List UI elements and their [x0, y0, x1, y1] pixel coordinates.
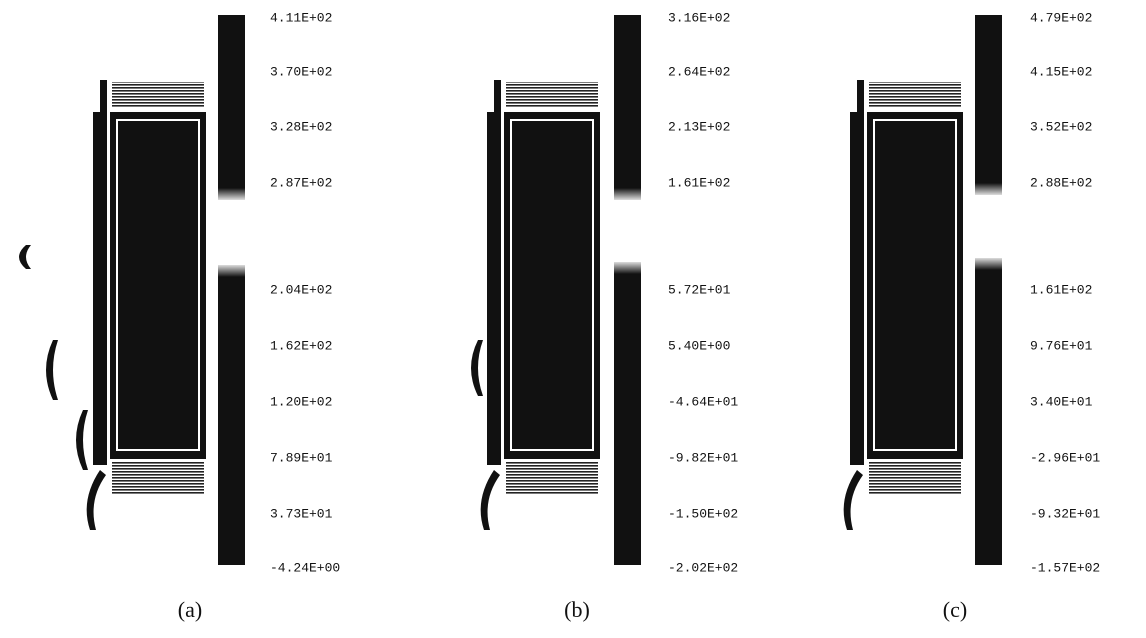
model-contour	[842, 79, 964, 531]
colorbar	[975, 270, 1002, 565]
colorbar-label: -1.57E+02	[1030, 560, 1100, 575]
colorbar-label: 2.64E+02	[668, 64, 730, 79]
colorbar-label: 3.16E+02	[668, 10, 730, 25]
colorbar	[975, 258, 1002, 270]
colorbar-label: 3.40E+01	[1030, 394, 1093, 409]
colorbar-label: 2.88E+02	[1030, 175, 1092, 190]
contour-arc	[46, 340, 58, 400]
colorbar-label: 4.79E+02	[1030, 10, 1092, 25]
colorbar-label: 7.89E+01	[270, 450, 333, 465]
colorbar	[218, 188, 245, 200]
colorbar-label: 2.04E+02	[270, 282, 332, 297]
colorbar-label: 4.15E+02	[1030, 64, 1092, 79]
colorbar-label: 1.61E+02	[1030, 282, 1092, 297]
colorbar-label: -9.32E+01	[1030, 506, 1100, 521]
colorbar-label: 1.62E+02	[270, 338, 332, 353]
colorbar-label: 2.13E+02	[668, 119, 730, 134]
panel	[471, 79, 601, 531]
colorbar-label: 3.73E+01	[270, 506, 333, 521]
colorbar-label: 3.70E+02	[270, 64, 332, 79]
colorbar-label: 3.28E+02	[270, 119, 332, 134]
colorbar-label: -1.50E+02	[668, 506, 738, 521]
colorbar	[975, 15, 1002, 195]
panel	[19, 79, 207, 531]
colorbar	[614, 262, 641, 274]
colorbar	[614, 274, 641, 565]
colorbar-label: -4.64E+01	[668, 394, 738, 409]
colorbar-label: 2.87E+02	[270, 175, 332, 190]
colorbar-label: 3.52E+02	[1030, 119, 1092, 134]
contour-arc	[471, 340, 483, 396]
colorbar	[975, 183, 1002, 195]
colorbar-label: 1.61E+02	[668, 175, 730, 190]
colorbar-label: 5.72E+01	[668, 282, 731, 297]
colorbar	[218, 15, 245, 200]
panel-caption: (a)	[178, 597, 202, 622]
panel-caption: (c)	[943, 597, 967, 622]
panel	[842, 79, 964, 531]
contour-arc	[19, 245, 31, 269]
colorbar-label: 4.11E+02	[270, 10, 332, 25]
panel-caption: (b)	[564, 597, 590, 622]
model-contour	[479, 79, 601, 531]
model-contour	[85, 79, 207, 531]
colorbar-label: -2.02E+02	[668, 560, 738, 575]
colorbar-label: -4.24E+00	[270, 560, 340, 575]
colorbar	[614, 15, 641, 200]
colorbar	[614, 188, 641, 200]
colorbar-label: 5.40E+00	[668, 338, 730, 353]
colorbar-label: 9.76E+01	[1030, 338, 1093, 353]
colorbar-label: -9.82E+01	[668, 450, 738, 465]
colorbar-label: -2.96E+01	[1030, 450, 1100, 465]
colorbar-label: 1.20E+02	[270, 394, 332, 409]
colorbar	[218, 277, 245, 565]
colorbar	[218, 265, 245, 277]
contour-arc	[76, 410, 88, 470]
